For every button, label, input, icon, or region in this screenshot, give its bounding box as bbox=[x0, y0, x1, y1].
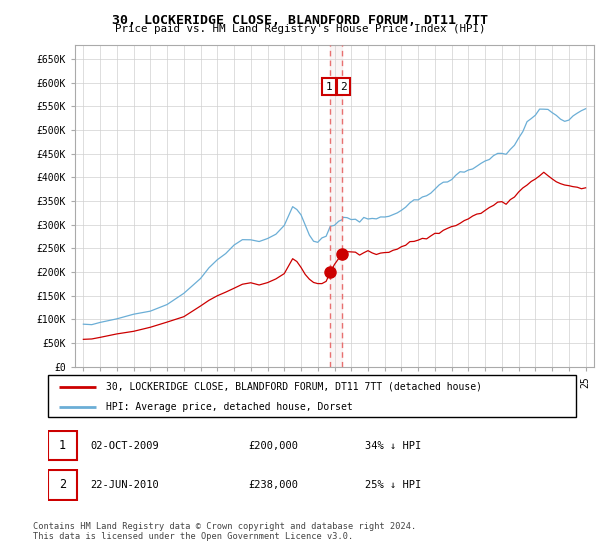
Text: 1: 1 bbox=[326, 82, 332, 92]
Text: 02-OCT-2009: 02-OCT-2009 bbox=[90, 441, 159, 451]
Text: £238,000: £238,000 bbox=[248, 480, 299, 490]
Text: 2: 2 bbox=[340, 82, 347, 92]
Text: 1: 1 bbox=[59, 439, 66, 452]
Text: 34% ↓ HPI: 34% ↓ HPI bbox=[365, 441, 421, 451]
Text: 30, LOCKERIDGE CLOSE, BLANDFORD FORUM, DT11 7TT (detached house): 30, LOCKERIDGE CLOSE, BLANDFORD FORUM, D… bbox=[106, 382, 482, 392]
Bar bbox=[331, 45, 343, 367]
Text: 22-JUN-2010: 22-JUN-2010 bbox=[90, 480, 159, 490]
Text: 2: 2 bbox=[59, 478, 66, 492]
Text: Price paid vs. HM Land Registry's House Price Index (HPI): Price paid vs. HM Land Registry's House … bbox=[115, 24, 485, 34]
Text: 30, LOCKERIDGE CLOSE, BLANDFORD FORUM, DT11 7TT: 30, LOCKERIDGE CLOSE, BLANDFORD FORUM, D… bbox=[112, 14, 488, 27]
Text: 25% ↓ HPI: 25% ↓ HPI bbox=[365, 480, 421, 490]
FancyBboxPatch shape bbox=[48, 375, 576, 417]
Text: Contains HM Land Registry data © Crown copyright and database right 2024.
This d: Contains HM Land Registry data © Crown c… bbox=[33, 522, 416, 542]
FancyBboxPatch shape bbox=[48, 470, 77, 500]
FancyBboxPatch shape bbox=[48, 431, 77, 460]
Text: £200,000: £200,000 bbox=[248, 441, 299, 451]
Text: HPI: Average price, detached house, Dorset: HPI: Average price, detached house, Dors… bbox=[106, 402, 353, 412]
